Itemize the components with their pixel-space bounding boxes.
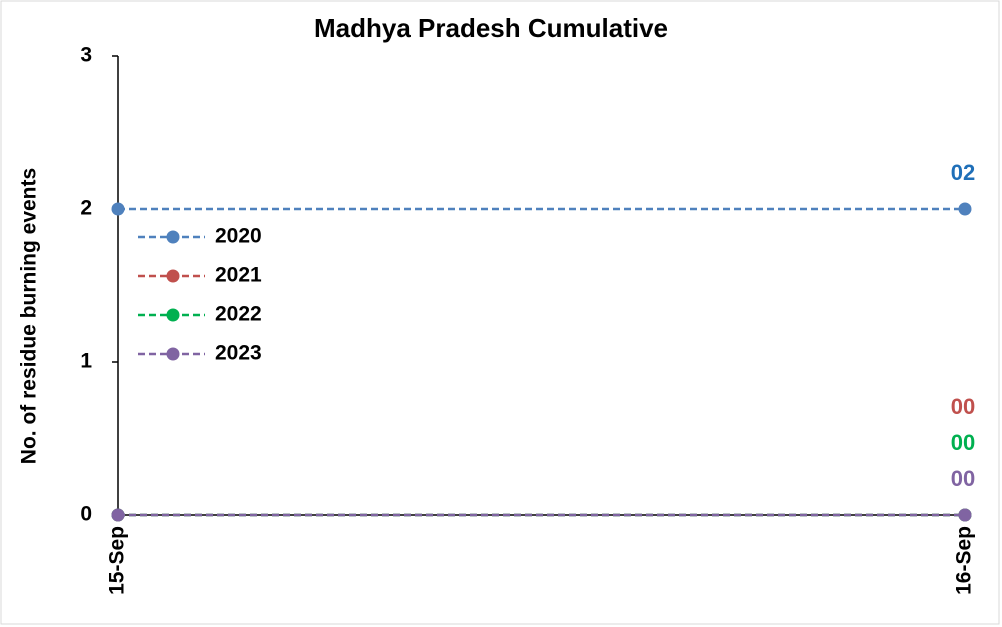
legend-label: 2023 xyxy=(215,342,262,365)
y-tick-label: 2 xyxy=(80,197,92,220)
marker xyxy=(111,202,125,216)
legend-label: 2021 xyxy=(215,264,262,287)
marker xyxy=(958,508,972,522)
legend-label: 2020 xyxy=(215,225,262,248)
marker xyxy=(111,508,125,522)
y-tick-label: 0 xyxy=(80,503,92,526)
legend-marker xyxy=(166,269,180,283)
data-label: 00 xyxy=(951,394,975,419)
legend-label: 2022 xyxy=(215,303,262,326)
data-label: 00 xyxy=(951,430,975,455)
legend-marker xyxy=(166,347,180,361)
x-tick-label: 15-Sep xyxy=(106,526,129,595)
x-tick-label: 16-Sep xyxy=(953,526,976,595)
y-tick-label: 1 xyxy=(80,350,92,373)
chart-title: Madhya Pradesh Cumulative xyxy=(314,13,668,43)
y-axis-label: No. of residue burning events xyxy=(18,168,41,464)
marker xyxy=(958,202,972,216)
y-tick-label: 3 xyxy=(80,44,92,67)
data-label: 02 xyxy=(951,160,975,185)
legend-marker xyxy=(166,230,180,244)
data-label: 00 xyxy=(951,466,975,491)
legend-marker xyxy=(166,308,180,322)
